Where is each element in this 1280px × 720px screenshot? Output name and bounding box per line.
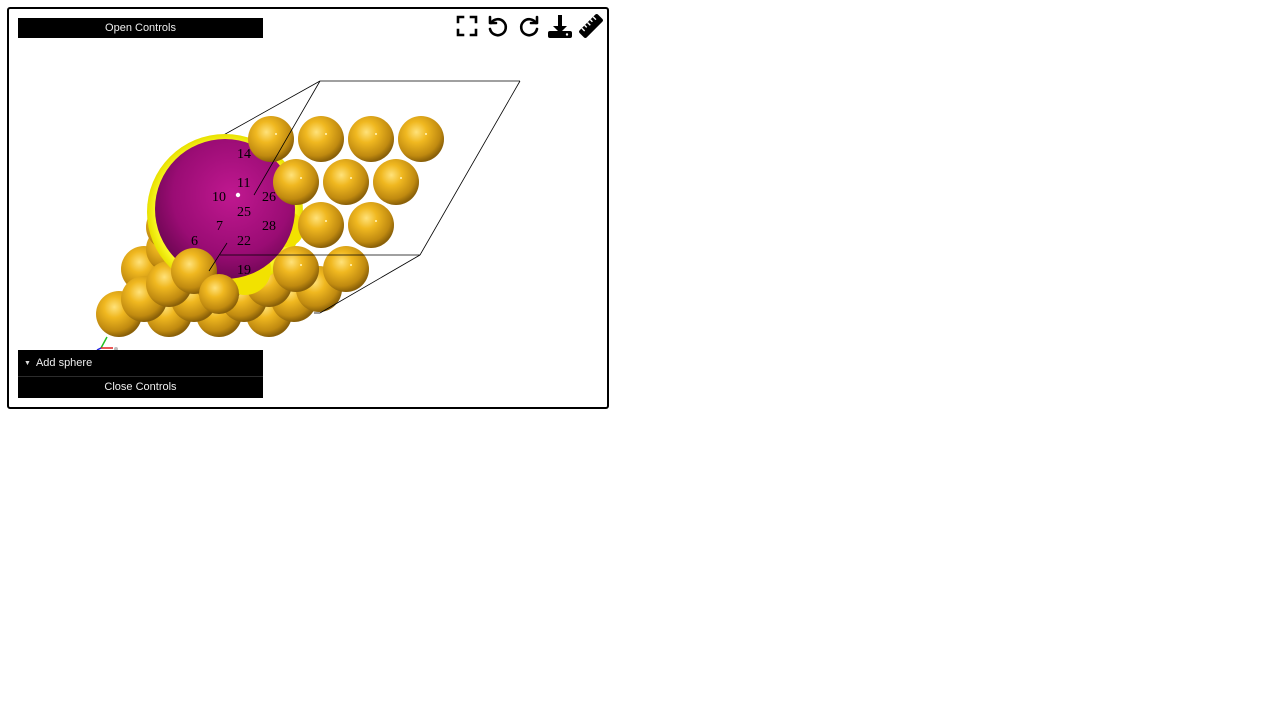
atom-label-22: 22 (237, 234, 251, 249)
undo-button[interactable] (485, 13, 511, 39)
added-sphere[interactable] (155, 139, 295, 279)
atom-labels: 14 11 10 26 25 7 28 6 22 19 (191, 147, 276, 278)
ruler-icon (579, 14, 603, 38)
fullscreen-button[interactable] (454, 13, 480, 39)
atom-label-14: 14 (237, 147, 251, 162)
measure-button[interactable] (578, 13, 604, 39)
viewer-toolbar (454, 13, 604, 39)
download-icon (548, 15, 572, 38)
redo-button[interactable] (516, 13, 542, 39)
atom-label-7: 7 (216, 219, 223, 234)
undo-icon (488, 15, 508, 37)
atom-label-19: 19 (237, 263, 251, 278)
add-sphere-label: Add sphere (35, 356, 93, 369)
download-button[interactable] (547, 13, 573, 39)
axes-icon (96, 336, 118, 351)
chevron-down-icon: ▼ (24, 359, 31, 367)
atom-label-11: 11 (237, 176, 250, 191)
controls-panel: ▼ Add sphere Close Controls (18, 350, 263, 398)
atom-glints (275, 133, 427, 266)
add-sphere-folder[interactable]: ▼ Add sphere (18, 350, 263, 377)
atom-label-28: 28 (262, 219, 276, 234)
unit-cell-back (219, 80, 521, 256)
redo-icon (519, 15, 539, 37)
gold-atoms-front (171, 116, 444, 314)
structure-viewer[interactable]: 14 11 10 26 25 7 28 6 22 19 Open Control… (7, 7, 609, 409)
fullscreen-icon (456, 15, 478, 37)
open-controls-button[interactable]: Open Controls (18, 18, 263, 38)
unit-cell-front (208, 80, 421, 314)
close-controls-button[interactable]: Close Controls (104, 381, 177, 393)
atom-label-6: 6 (191, 234, 198, 249)
atom-label-25: 25 (237, 205, 251, 220)
sphere-center-marker (235, 192, 241, 198)
atom-label-10: 10 (212, 190, 226, 205)
structure-canvas[interactable]: 14 11 10 26 25 7 28 6 22 19 (9, 9, 607, 407)
atom-label-26: 26 (262, 190, 276, 205)
